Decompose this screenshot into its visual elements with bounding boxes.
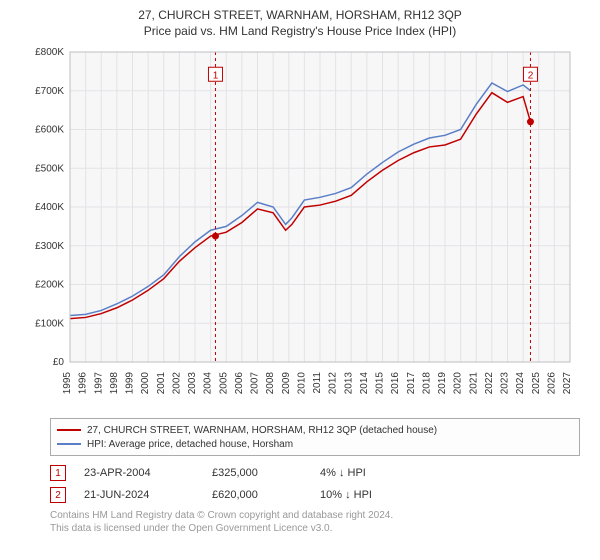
marker-row: 1 23-APR-2004 £325,000 4% ↓ HPI xyxy=(50,462,580,484)
marker-pct: 4% ↓ HPI xyxy=(320,467,420,479)
marker-badge-icon: 2 xyxy=(50,487,66,503)
marker-date: 21-JUN-2024 xyxy=(84,489,194,501)
chart-subtitle: Price paid vs. HM Land Registry's House … xyxy=(0,22,600,42)
svg-text:2026: 2026 xyxy=(546,372,557,395)
svg-text:2017: 2017 xyxy=(406,372,417,395)
svg-text:2000: 2000 xyxy=(140,372,151,395)
svg-text:1996: 1996 xyxy=(78,372,89,395)
attribution-line: This data is licensed under the Open Gov… xyxy=(50,523,580,536)
svg-text:1999: 1999 xyxy=(125,372,136,395)
svg-text:£700K: £700K xyxy=(35,86,64,97)
svg-text:1997: 1997 xyxy=(93,372,104,395)
svg-text:2009: 2009 xyxy=(281,372,292,395)
svg-text:£100K: £100K xyxy=(35,318,64,329)
svg-text:£600K: £600K xyxy=(35,125,64,136)
attribution-line: Contains HM Land Registry data © Crown c… xyxy=(50,510,580,523)
line-chart-svg: £0 £100K £200K £300K £400K £500K £600K £700K £80… xyxy=(20,42,580,412)
svg-text:2021: 2021 xyxy=(468,372,479,395)
svg-text:2019: 2019 xyxy=(437,372,448,395)
svg-text:2014: 2014 xyxy=(359,372,370,395)
svg-text:2024: 2024 xyxy=(515,372,526,395)
svg-text:2010: 2010 xyxy=(296,372,307,395)
svg-text:2013: 2013 xyxy=(343,372,354,395)
svg-text:2011: 2011 xyxy=(312,372,323,394)
legend: 27, CHURCH STREET, WARNHAM, HORSHAM, RH1… xyxy=(50,418,580,456)
svg-text:2022: 2022 xyxy=(484,372,495,395)
svg-text:2018: 2018 xyxy=(421,372,432,395)
legend-swatch-icon xyxy=(57,443,81,445)
svg-text:2005: 2005 xyxy=(218,372,229,395)
svg-text:2027: 2027 xyxy=(562,372,573,395)
svg-text:2023: 2023 xyxy=(500,372,511,395)
svg-text:£500K: £500K xyxy=(35,163,64,174)
legend-label: HPI: Average price, detached house, Hors… xyxy=(87,439,293,450)
svg-text:£200K: £200K xyxy=(35,280,64,291)
svg-text:2025: 2025 xyxy=(531,372,542,395)
svg-text:£300K: £300K xyxy=(35,241,64,252)
svg-text:2012: 2012 xyxy=(328,372,339,395)
svg-text:2004: 2004 xyxy=(203,372,214,395)
svg-text:2003: 2003 xyxy=(187,372,198,395)
svg-text:2008: 2008 xyxy=(265,372,276,395)
svg-text:£800K: £800K xyxy=(35,47,64,58)
svg-text:1: 1 xyxy=(213,70,219,81)
legend-item: 27, CHURCH STREET, WARNHAM, HORSHAM, RH1… xyxy=(57,423,573,437)
svg-text:£0: £0 xyxy=(53,357,65,368)
marker-pct: 10% ↓ HPI xyxy=(320,489,420,501)
marker-price: £325,000 xyxy=(212,467,302,479)
marker-badge-icon: 1 xyxy=(50,465,66,481)
attribution: Contains HM Land Registry data © Crown c… xyxy=(50,510,580,535)
svg-text:2016: 2016 xyxy=(390,372,401,395)
marker-date: 23-APR-2004 xyxy=(84,467,194,479)
svg-text:1998: 1998 xyxy=(109,372,120,395)
legend-swatch-icon xyxy=(57,429,81,431)
legend-label: 27, CHURCH STREET, WARNHAM, HORSHAM, RH1… xyxy=(87,425,437,436)
svg-text:2020: 2020 xyxy=(453,372,464,395)
svg-text:2015: 2015 xyxy=(375,372,386,395)
chart-title: 27, CHURCH STREET, WARNHAM, HORSHAM, RH1… xyxy=(0,0,600,22)
marker-row: 2 21-JUN-2024 £620,000 10% ↓ HPI xyxy=(50,484,580,506)
svg-text:2006: 2006 xyxy=(234,372,245,395)
svg-text:2: 2 xyxy=(528,70,534,81)
chart-area: £0 £100K £200K £300K £400K £500K £600K £700K £80… xyxy=(20,42,580,412)
legend-item: HPI: Average price, detached house, Hors… xyxy=(57,437,573,451)
marker-price: £620,000 xyxy=(212,489,302,501)
svg-text:2001: 2001 xyxy=(156,372,167,395)
svg-text:2007: 2007 xyxy=(250,372,261,395)
svg-text:2002: 2002 xyxy=(171,372,182,395)
svg-text:£400K: £400K xyxy=(35,202,64,213)
marker-table: 1 23-APR-2004 £325,000 4% ↓ HPI 2 21-JUN… xyxy=(50,462,580,506)
svg-text:1995: 1995 xyxy=(62,372,73,395)
